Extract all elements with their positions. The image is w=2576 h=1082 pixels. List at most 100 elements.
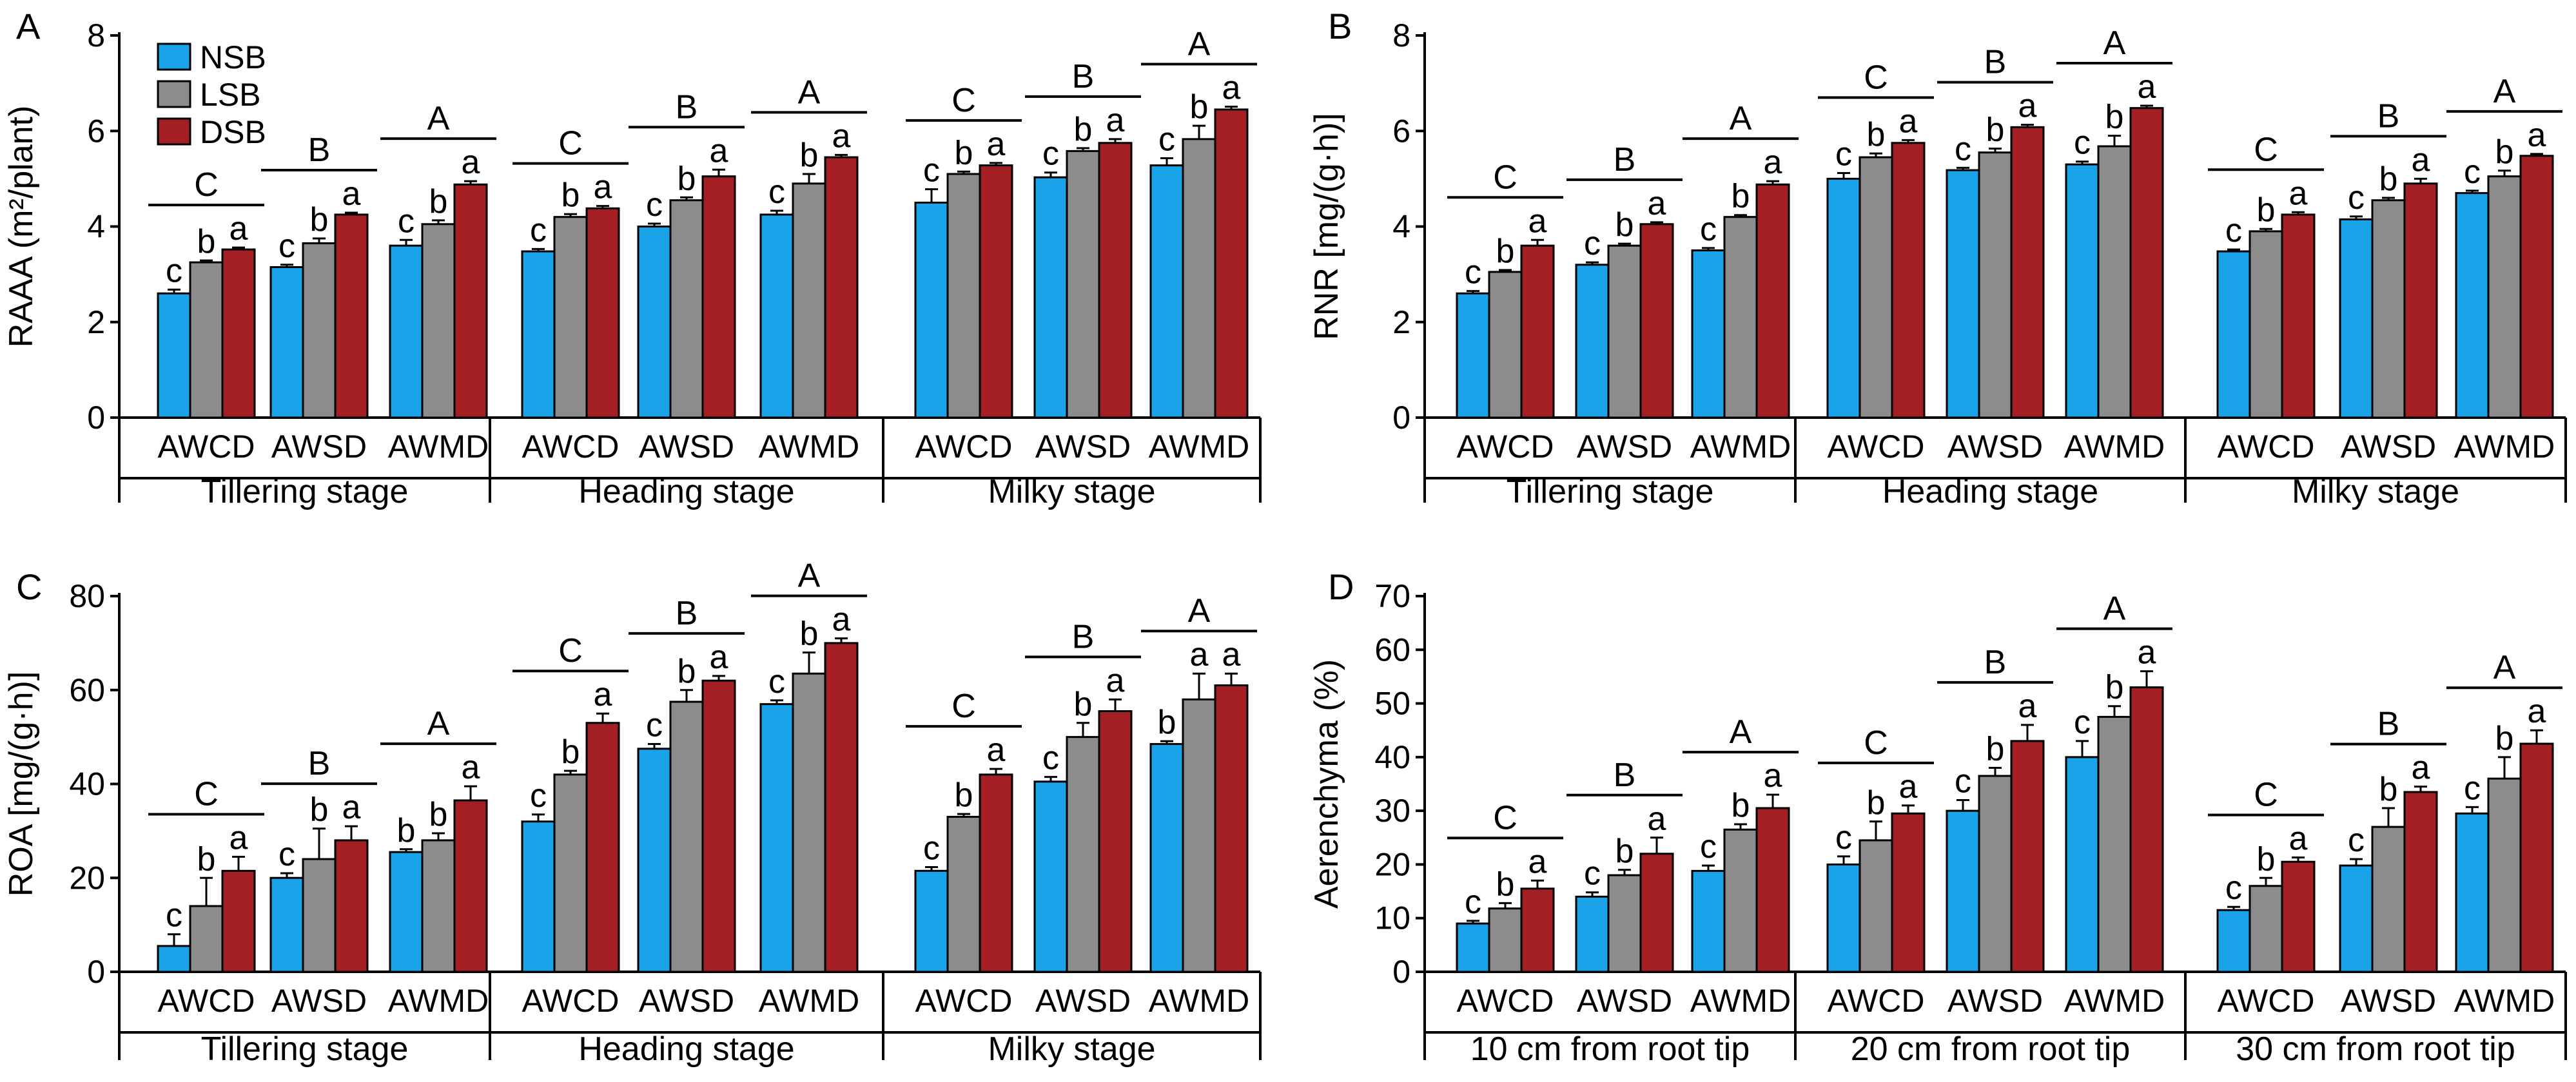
significance-letter: c — [2464, 769, 2481, 807]
group-significance-letter: C — [1864, 59, 1888, 96]
bar-dsb — [221, 869, 256, 973]
group-label: Tillering stage — [1507, 473, 1714, 510]
significance-letter: a — [342, 789, 361, 826]
significance-letter: a — [1528, 843, 1547, 880]
significance-letter: a — [2528, 693, 2546, 730]
bar-lsb — [2097, 145, 2132, 419]
y-axis-label: RAAA (m²/plant) — [3, 106, 40, 348]
bar-lsb — [302, 242, 337, 419]
bar-nsb — [759, 703, 794, 973]
group-significance-letter: C — [194, 775, 219, 813]
group-significance-letter: B — [308, 131, 331, 169]
significance-letter: c — [646, 186, 663, 224]
y-tick-label: 80 — [69, 578, 105, 614]
significance-letter: c — [278, 227, 295, 265]
bar-dsb — [979, 164, 1013, 419]
bar-lsb — [2487, 175, 2522, 419]
y-tick-label: 8 — [1392, 17, 1410, 53]
bar-lsb — [2097, 715, 2132, 973]
y-tick-label: 50 — [1374, 686, 1410, 722]
category-label: AWCD — [158, 983, 255, 1019]
significance-letter: a — [710, 132, 728, 169]
significance-letter: b — [1074, 111, 1093, 148]
group-significance-letter: B — [1984, 44, 2007, 81]
significance-letter: c — [646, 707, 663, 744]
category-label: AWCD — [1828, 429, 1925, 465]
group-significance-letter: B — [676, 595, 698, 632]
bar-dsb — [1891, 142, 1926, 419]
significance-letter: c — [768, 663, 785, 700]
significance-letter: b — [1986, 731, 2005, 768]
bar-lsb — [553, 773, 588, 973]
significance-letter: b — [1496, 233, 1515, 270]
legend-label: DSB — [200, 114, 266, 150]
bar-nsb — [637, 748, 672, 973]
bar-lsb — [553, 216, 588, 419]
bar-nsb — [2339, 864, 2374, 973]
significance-letter: b — [1190, 88, 1209, 126]
y-tick-label: 4 — [87, 209, 105, 245]
panel-label: A — [16, 6, 41, 46]
group-label: Tillering stage — [201, 1030, 409, 1068]
category-label: AWSD — [1577, 429, 1672, 465]
bar-lsb — [1607, 244, 1642, 419]
y-tick-label: 6 — [1392, 113, 1410, 149]
significance-letter: a — [594, 169, 612, 206]
group-significance-letter: B — [1984, 644, 2007, 681]
group-label: Heading stage — [1882, 473, 2098, 510]
bar-lsb — [421, 223, 456, 419]
y-tick-label: 0 — [87, 400, 105, 436]
significance-letter: c — [278, 836, 295, 873]
significance-letter: c — [1465, 884, 1481, 921]
bar-nsb — [1033, 176, 1068, 419]
bar-dsb — [1891, 812, 1926, 973]
category-label: AWCD — [522, 983, 620, 1019]
significance-letter: b — [678, 653, 696, 690]
bar-lsb — [2249, 885, 2283, 973]
category-label: AWMD — [2064, 983, 2165, 1019]
group-significance-letter: A — [798, 73, 821, 111]
bar-nsb — [914, 869, 949, 973]
bar-lsb — [189, 905, 224, 973]
bar-lsb — [1182, 698, 1216, 973]
bar-dsb — [1098, 710, 1133, 973]
significance-letter: b — [197, 840, 216, 878]
group-significance-letter: A — [1188, 25, 1211, 63]
bar-lsb — [1723, 216, 1758, 419]
category-label: AWMD — [388, 983, 489, 1019]
significance-letter: a — [710, 639, 728, 676]
bar-dsb — [2519, 155, 2554, 419]
significance-letter: a — [229, 210, 248, 247]
significance-letter: a — [342, 175, 361, 213]
category-label: AWMD — [1149, 429, 1249, 465]
significance-letter: a — [2018, 88, 2037, 125]
category-label: AWSD — [271, 429, 367, 465]
y-tick-label: 2 — [1392, 304, 1410, 340]
bar-nsb — [1456, 292, 1490, 419]
significance-letter: a — [2412, 749, 2430, 787]
bar-lsb — [1066, 736, 1100, 973]
group-significance-letter: C — [558, 125, 583, 162]
bar-dsb — [2281, 213, 2316, 419]
bar-nsb — [1456, 922, 1490, 973]
bar-lsb — [669, 199, 704, 419]
bar-dsb — [701, 175, 736, 419]
bar-lsb — [1859, 839, 1893, 973]
bar-dsb — [1639, 223, 1674, 419]
significance-letter: a — [1528, 202, 1547, 240]
y-axis-label: Aerenchyma (%) — [1308, 659, 1345, 909]
group-label: Heading stage — [578, 1030, 794, 1068]
group-label: Milky stage — [988, 473, 1155, 510]
bar-lsb — [421, 839, 456, 973]
significance-letter: c — [1584, 225, 1601, 262]
significance-letter: a — [2289, 820, 2308, 858]
y-tick-label: 20 — [1374, 846, 1410, 882]
bar-nsb — [2455, 812, 2490, 973]
y-tick-label: 6 — [87, 113, 105, 149]
category-label: AWMD — [1690, 429, 1791, 465]
bar-nsb — [1033, 780, 1068, 973]
significance-letter: b — [678, 160, 696, 197]
bar-dsb — [2129, 107, 2164, 419]
group-significance-letter: B — [1072, 618, 1095, 655]
